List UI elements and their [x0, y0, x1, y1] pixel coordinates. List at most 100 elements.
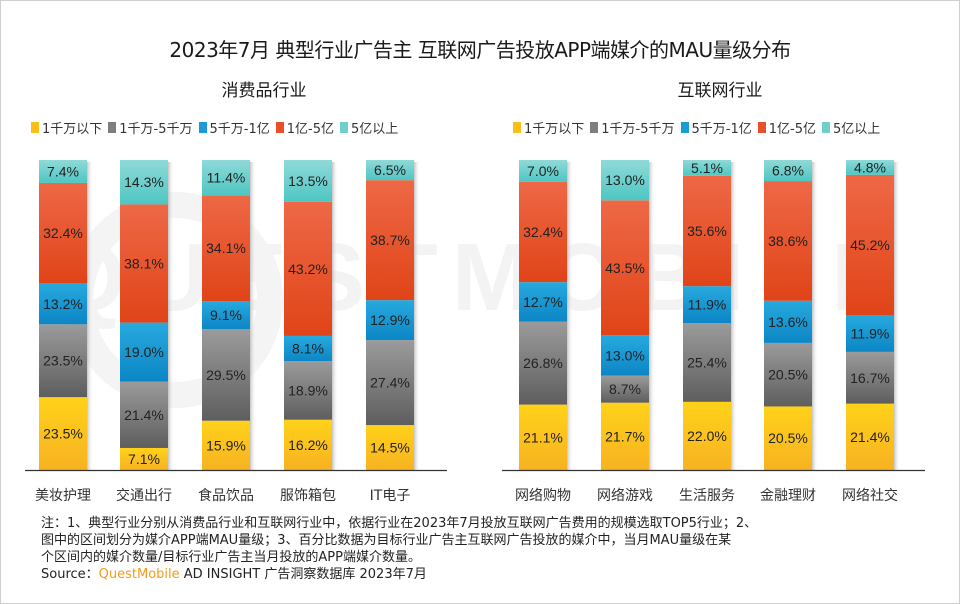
data-label: 25.4% [687, 354, 727, 370]
bar-segment [764, 406, 812, 470]
legend-swatch [513, 122, 521, 133]
legend-swatch [108, 122, 117, 133]
data-label: 13.6% [768, 314, 808, 330]
bar-segment [601, 402, 649, 470]
legend-label: 1千万以下 [524, 122, 585, 137]
bar-segment [764, 300, 812, 343]
bar-segment [284, 335, 332, 362]
bar-shadow [250, 162, 256, 470]
bar-segment [519, 321, 567, 405]
bar-segment [519, 404, 567, 470]
bar-segment [764, 342, 812, 407]
bar-segment [764, 181, 812, 301]
bar-segment [366, 180, 414, 301]
bar-segment [366, 425, 414, 470]
legend-label: 1千万-5千万 [119, 122, 193, 137]
data-label: 34.1% [206, 240, 246, 256]
legend-swatch [31, 122, 39, 133]
data-label: 45.2% [850, 237, 890, 253]
legend-item: 5亿以上 [821, 118, 881, 137]
data-label: 5.1% [691, 160, 723, 176]
bar-segment [284, 361, 332, 420]
legend-item: 5亿以上 [339, 118, 399, 137]
data-label: 32.4% [523, 224, 563, 240]
bar-segment [39, 182, 87, 284]
category-label: 网络社交 [842, 487, 898, 504]
category-label: 生活服务 [679, 488, 735, 504]
bar-shadow [567, 162, 573, 470]
data-label: 14.3% [124, 174, 164, 190]
data-label: 35.6% [687, 223, 727, 239]
data-label: 7.0% [527, 163, 559, 179]
bar-segment [601, 200, 649, 336]
bar-segment [519, 181, 567, 283]
bar-shadow [649, 162, 655, 470]
data-label: 4.8% [854, 159, 886, 175]
legend-swatch [590, 122, 599, 133]
data-label: 13.0% [605, 172, 645, 188]
legend-label: 1亿-5亿 [286, 122, 334, 137]
chart-internet: 21.1% 26.8% 12.7% 32.4% 7.0% 网络购物 21.7% 8.7% 13.… [502, 159, 925, 504]
bar-segment [39, 283, 87, 325]
legend-label: 5亿以上 [832, 122, 881, 137]
bar-segment [683, 286, 731, 324]
bar-segment [846, 351, 894, 404]
legend-label: 5千万-1亿 [209, 122, 270, 137]
bar-segment [202, 420, 250, 470]
bar-shadow [87, 162, 93, 470]
category-label: 金融理财 [760, 488, 816, 504]
subtitle-consumer: 消费品行业 [221, 81, 307, 101]
data-label: 43.5% [605, 260, 645, 276]
note-line: 注：1、典型行业分别从消费品行业和互联网行业中，依据行业在2023年7月投放互联… [41, 516, 758, 531]
bar-segment [764, 160, 812, 182]
data-label: 32.4% [43, 225, 83, 241]
bar-segment [683, 175, 731, 287]
data-label: 6.8% [772, 163, 804, 179]
category-label: 网络购物 [515, 488, 571, 504]
bar-segment [601, 335, 649, 376]
data-label: 29.5% [206, 367, 246, 383]
bar-segment [284, 160, 332, 202]
bar-shadow [414, 162, 420, 470]
bar-segment [366, 160, 414, 181]
legend-swatch [339, 122, 348, 133]
legend-swatch [198, 122, 207, 133]
bar-segment [366, 340, 414, 426]
data-label: 8.7% [609, 381, 641, 397]
data-label: 12.7% [523, 294, 563, 310]
data-label: 13.5% [288, 173, 328, 189]
data-label: 38.7% [370, 232, 410, 248]
footnotes: 注：1、典型行业分别从消费品行业和互联网行业中，依据行业在2023年7月投放互联… [41, 515, 931, 583]
data-label: 13.0% [605, 347, 645, 363]
legend-label: 5千万-1亿 [691, 122, 752, 137]
bar-segment [202, 329, 250, 421]
subtitle-internet: 互联网行业 [677, 81, 763, 101]
bar-segment [120, 447, 168, 470]
bar-shadow [332, 162, 338, 470]
bar-segment [120, 204, 168, 323]
bar-shadow [812, 162, 818, 470]
legend-label: 1千万-5千万 [601, 122, 675, 137]
data-label: 27.4% [370, 375, 410, 391]
data-label: 14.5% [370, 440, 410, 456]
data-label: 11.9% [851, 325, 890, 341]
legend-swatch [757, 122, 766, 133]
legend-item: 1亿-5亿 [757, 118, 816, 137]
bar-shadow [168, 162, 174, 470]
bar-segment [202, 195, 250, 302]
data-label: 16.2% [288, 437, 328, 453]
data-label: 22.0% [687, 428, 727, 444]
bar-segment [120, 160, 168, 205]
legend-item: 1千万以下 [31, 118, 102, 137]
category-label: 美妆护理 [35, 488, 91, 504]
data-label: 19.0% [124, 344, 164, 360]
legend-item: 1千万-5千万 [108, 118, 193, 137]
data-label: 8.1% [292, 341, 324, 357]
watermark-text: QUESTMOBILE [51, 224, 909, 331]
source-rest: AD INSIGHT 广告洞察数据库 2023年7月 [179, 567, 427, 582]
data-label: 12.9% [370, 312, 410, 328]
data-label: 23.5% [43, 353, 83, 369]
legend-label: 5亿以上 [350, 122, 399, 137]
legend-label: 1千万以下 [42, 122, 103, 137]
